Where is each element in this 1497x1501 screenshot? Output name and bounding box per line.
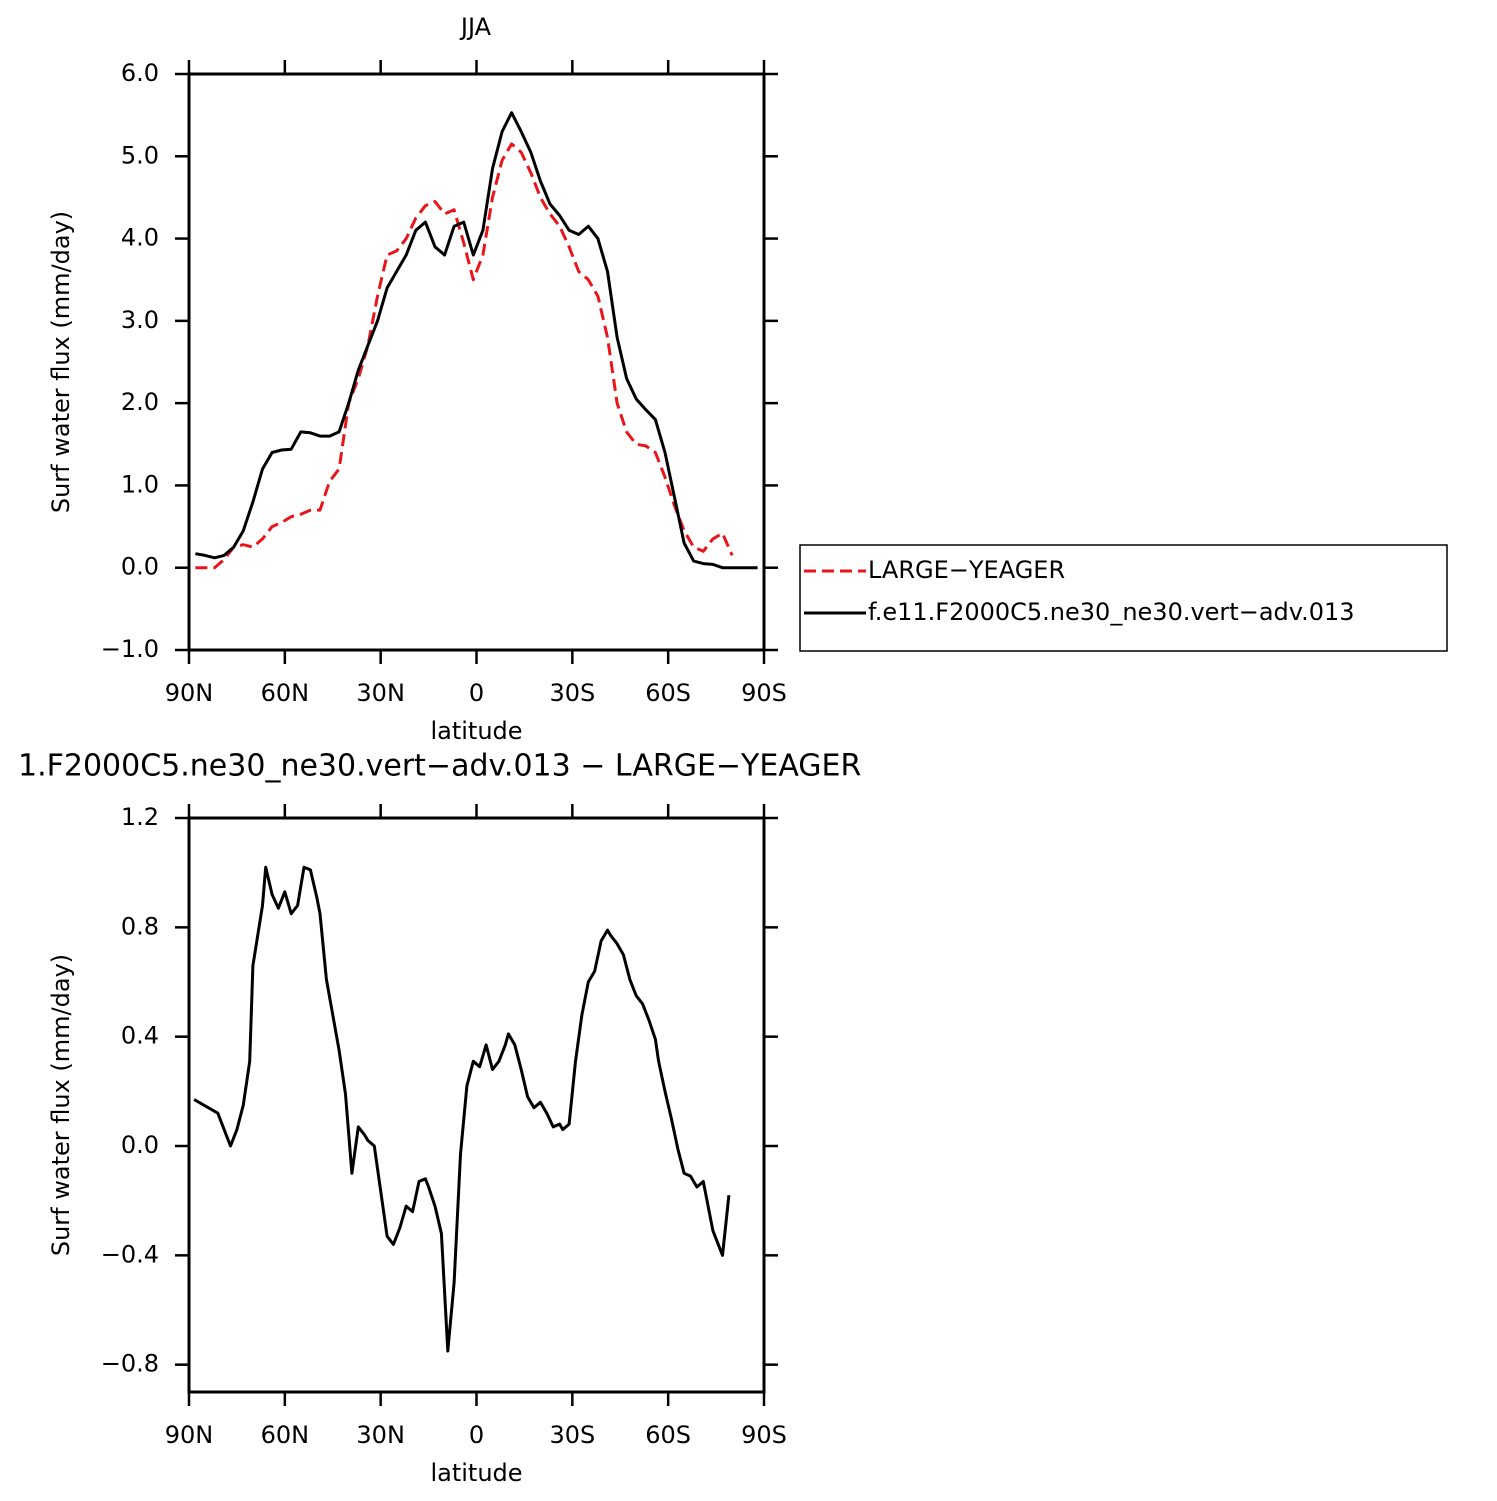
- x-tick-label: 0: [469, 1421, 484, 1449]
- chart-title: JJA: [459, 13, 492, 41]
- plot-frame: [187, 72, 766, 652]
- x-tick-label: 60N: [261, 679, 310, 707]
- y-tick-label: 4.0: [121, 224, 159, 252]
- x-tick-label: 60S: [645, 1421, 691, 1449]
- y-tick-label: 1.2: [121, 803, 159, 831]
- y-tick-label: −0.4: [101, 1240, 159, 1268]
- x-tick-label: 60S: [645, 679, 691, 707]
- data-line: [193, 865, 731, 1353]
- x-tick-label: 30S: [549, 1421, 595, 1449]
- x-tick-label: 90N: [165, 679, 214, 707]
- y-tick-label: −1.0: [101, 635, 159, 663]
- chart-title: 1.F2000C5.ne30_ne30.vert−adv.013 − LARGE…: [18, 749, 861, 784]
- data-line: [195, 111, 758, 570]
- legend-label: LARGE−YEAGER: [868, 556, 1065, 584]
- x-axis-label: latitude: [430, 1459, 522, 1487]
- y-tick-label: 0.8: [121, 912, 159, 940]
- x-tick-label: 90S: [741, 679, 787, 707]
- x-tick-label: 30N: [356, 679, 405, 707]
- y-tick-label: 2.0: [121, 388, 159, 416]
- y-tick-label: −0.8: [101, 1350, 159, 1378]
- legend-box: [799, 544, 1448, 652]
- x-tick-label: 60N: [261, 1421, 310, 1449]
- x-tick-label: 0: [469, 679, 484, 707]
- x-tick-label: 90N: [165, 1421, 214, 1449]
- x-tick-label: 30N: [356, 1421, 405, 1449]
- y-tick-label: 0.4: [121, 1022, 159, 1050]
- y-tick-label: 0.0: [121, 553, 159, 581]
- y-tick-label: 0.0: [121, 1131, 159, 1159]
- data-line: [195, 142, 734, 570]
- y-axis-label: Surf water flux (mm/day): [47, 954, 75, 1256]
- y-tick-label: 3.0: [121, 306, 159, 334]
- x-tick-label: 30S: [549, 679, 595, 707]
- x-tick-label: 90S: [741, 1421, 787, 1449]
- x-axis-label: latitude: [430, 717, 522, 745]
- y-tick-label: 5.0: [121, 141, 159, 169]
- y-axis-label: Surf water flux (mm/day): [47, 211, 75, 513]
- y-tick-label: 1.0: [121, 470, 159, 498]
- legend-label: f.e11.F2000C5.ne30_ne30.vert−adv.013: [868, 598, 1355, 626]
- y-tick-label: 6.0: [121, 59, 159, 87]
